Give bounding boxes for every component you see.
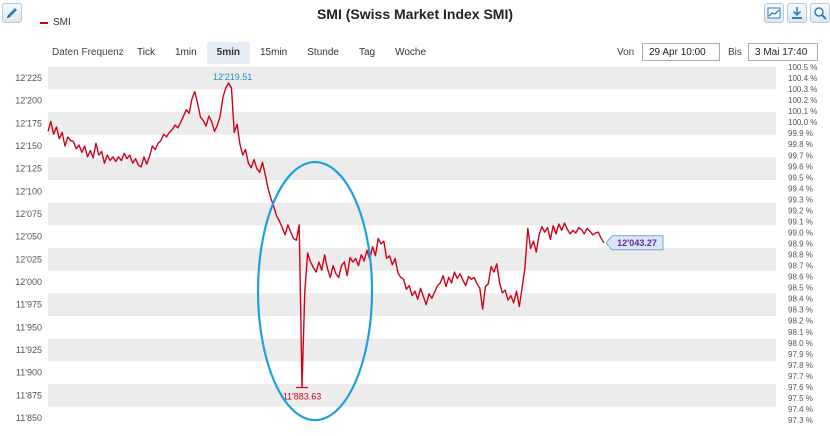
y2-tick-label: 100.3 % — [788, 85, 817, 94]
tab-stunde[interactable]: Stunde — [307, 47, 339, 58]
chart-title: SMI (Swiss Market Index SMI) — [316, 6, 514, 22]
y-tick-label: 11'925 — [16, 345, 42, 355]
y-tick-label: 11'975 — [16, 300, 42, 310]
y2-tick-label: 97.6 % — [788, 383, 813, 392]
y2-tick-label: 98.7 % — [788, 262, 813, 271]
y2-tick-label: 97.3 % — [788, 416, 813, 425]
y2-tick-label: 99.0 % — [788, 228, 813, 237]
tab-woche[interactable]: Woche — [395, 47, 427, 58]
grid-band — [48, 202, 776, 226]
y-tick-label: 11'875 — [16, 390, 42, 400]
y2-tick-label: 100.5 % — [788, 63, 817, 72]
y-tick-label: 12'225 — [15, 73, 42, 83]
grid-band — [48, 384, 776, 407]
y2-tick-label: 100.2 % — [788, 96, 817, 105]
last-value-badge — [605, 235, 664, 251]
y2-tick-label: 100.0 % — [788, 118, 817, 127]
y-tick-label: 12'050 — [15, 232, 42, 242]
y-tick-label: 12'125 — [15, 164, 42, 174]
grid-band — [48, 112, 776, 135]
grid-band — [48, 66, 776, 90]
y2-tick-label: 97.8 % — [788, 361, 813, 370]
y2-tick-label: 98.1 % — [788, 328, 813, 337]
y-tick-label: 12'025 — [15, 254, 42, 264]
last-value-label: 12'043.27 — [617, 238, 657, 248]
tab-tag[interactable]: Tag — [358, 47, 376, 58]
highlight-ellipse — [256, 160, 374, 422]
y-tick-label: 12'000 — [15, 277, 42, 287]
tab-15min[interactable]: 15min — [260, 47, 288, 58]
to-date-input[interactable]: 3 Mai 17:40 — [748, 43, 818, 61]
to-label: Bis — [728, 47, 742, 58]
y-tick-label: 12'175 — [15, 118, 42, 128]
grid-band — [48, 293, 776, 316]
frequency-tabs: Tick 1min 5min 15min Stunde Tag Woche — [127, 42, 436, 64]
y2-tick-label: 98.9 % — [788, 240, 813, 249]
y2-tick-label: 98.3 % — [788, 306, 813, 315]
y2-tick-label: 97.9 % — [788, 350, 813, 359]
tab-tick[interactable]: Tick — [137, 47, 155, 58]
legend-swatch — [40, 21, 48, 24]
y-tick-label: 11'950 — [16, 322, 42, 332]
y2-tick-label: 97.7 % — [788, 372, 813, 381]
y2-tick-label: 98.6 % — [788, 273, 813, 282]
frequency-label: Daten Frequenz — [52, 47, 124, 58]
y-tick-label: 12'150 — [15, 141, 42, 151]
y2-tick-label: 97.5 % — [788, 394, 813, 403]
y2-tick-label: 99.2 % — [788, 206, 813, 215]
y-tick-label: 11'900 — [16, 368, 42, 378]
series-line-smi — [47, 82, 605, 389]
legend[interactable]: SMI — [40, 17, 71, 28]
y2-tick-label: 99.5 % — [788, 173, 813, 182]
zoom-icon[interactable] — [810, 3, 830, 23]
pencil-icon[interactable] — [2, 3, 22, 23]
y-tick-label: 11'850 — [16, 413, 42, 423]
download-icon[interactable] — [787, 3, 807, 23]
y2-tick-label: 100.1 % — [788, 107, 817, 116]
y-tick-label: 12'100 — [15, 186, 42, 196]
y2-tick-label: 100.4 % — [788, 74, 817, 83]
y2-tick-label: 99.8 % — [788, 140, 813, 149]
y2-tick-label: 98.4 % — [788, 295, 813, 304]
max-label: 12'219.51 — [213, 72, 252, 82]
y2-tick-label: 99.4 % — [788, 184, 813, 193]
grid-band — [48, 338, 776, 362]
y2-tick-label: 99.6 % — [788, 162, 813, 171]
chart-icon[interactable] — [764, 3, 784, 23]
y2-tick-label: 98.8 % — [788, 251, 813, 260]
y-tick-label: 12'200 — [15, 96, 42, 106]
y2-tick-label: 98.5 % — [788, 284, 813, 293]
from-date-input[interactable]: 29 Apr 10:00 — [642, 43, 720, 61]
y2-tick-label: 99.3 % — [788, 195, 813, 204]
grid-band — [48, 157, 776, 180]
min-label: 11'883.63 — [283, 392, 322, 402]
y2-tick-label: 99.9 % — [788, 129, 813, 138]
from-label: Von — [617, 47, 635, 58]
legend-label: SMI — [53, 17, 71, 28]
y2-tick-label: 97.4 % — [788, 405, 813, 414]
y2-tick-label: 98.0 % — [788, 339, 813, 348]
grid-band — [48, 248, 776, 271]
y2-tick-label: 99.7 % — [788, 151, 813, 160]
tab-1min[interactable]: 1min — [174, 47, 197, 58]
tab-5min[interactable]: 5min — [206, 42, 250, 64]
y-tick-label: 12'075 — [15, 209, 42, 219]
y2-tick-label: 99.1 % — [788, 217, 813, 226]
y2-tick-label: 98.2 % — [788, 317, 813, 326]
